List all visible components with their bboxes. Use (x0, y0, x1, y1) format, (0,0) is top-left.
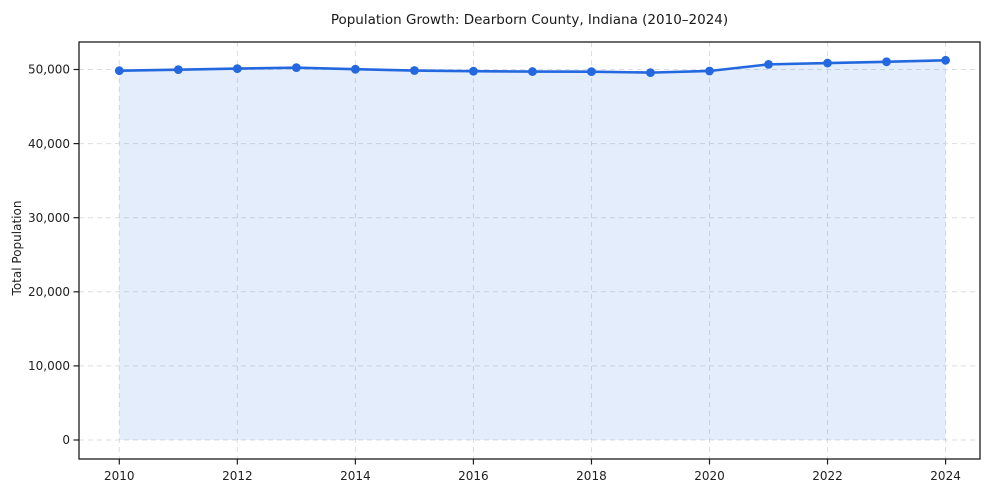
data-point (232, 64, 242, 74)
x-tick-label: 2018 (576, 469, 607, 483)
data-point (114, 66, 124, 76)
y-tick-label: 40,000 (28, 137, 70, 151)
x-tick-label: 2022 (812, 469, 843, 483)
x-tick-label: 2024 (930, 469, 961, 483)
data-point (941, 55, 950, 65)
chart-title: Population Growth: Dearborn County, Indi… (330, 12, 729, 28)
y-tick-label: 50,000 (28, 63, 70, 77)
data-point (291, 63, 301, 73)
y-tick-label: 30,000 (28, 211, 70, 225)
data-point (882, 57, 891, 67)
x-tick-label: 2014 (340, 469, 371, 483)
data-point (528, 67, 537, 76)
x-tick-label: 2020 (694, 469, 725, 483)
data-point (410, 66, 419, 75)
x-tick-label: 2012 (222, 469, 253, 483)
data-point (469, 66, 478, 76)
data-point (350, 64, 360, 74)
y-tick-label: 0 (62, 433, 70, 447)
data-point (823, 58, 832, 68)
data-point (587, 67, 596, 77)
x-tick-label: 2010 (104, 469, 135, 483)
data-point (764, 59, 773, 69)
data-point (173, 65, 183, 75)
y-tick-label: 10,000 (28, 359, 70, 373)
x-tick-label: 2016 (458, 469, 489, 483)
y-tick-label: 20,000 (28, 285, 70, 299)
series-area-fill (119, 60, 946, 441)
data-point (646, 68, 655, 78)
plot-border (78, 41, 981, 460)
data-point (705, 66, 714, 76)
